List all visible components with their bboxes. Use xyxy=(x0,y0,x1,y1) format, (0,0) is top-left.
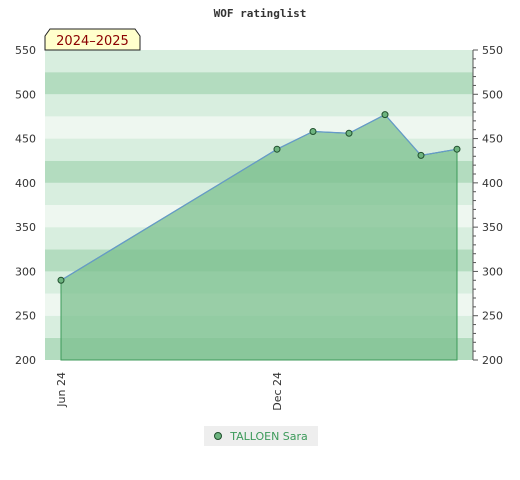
data-point xyxy=(309,127,317,135)
season-badge-text: 2024–2025 xyxy=(56,34,129,49)
axes-layer: 200 200 250 250 300 300 350 350 400 400 450 450 500 5… xyxy=(15,44,503,411)
x-tick-label: Dec 24 xyxy=(271,372,284,411)
y-tick-label-left: 500 xyxy=(15,88,36,101)
data-point xyxy=(57,276,65,284)
y-tick-label-right: 500 xyxy=(482,88,503,101)
background-band xyxy=(45,50,473,73)
y-tick-label-right: 200 xyxy=(482,354,503,367)
data-point xyxy=(273,145,281,153)
y-tick-label-right: 250 xyxy=(482,310,503,323)
background-band xyxy=(45,94,473,117)
y-tick-label-right: 550 xyxy=(482,44,503,57)
y-tick-label-left: 450 xyxy=(15,133,36,146)
y-tick-label-right: 350 xyxy=(482,221,503,234)
y-tick-label-left: 300 xyxy=(15,265,36,278)
legend-marker-icon xyxy=(214,432,223,440)
y-tick-label-left: 350 xyxy=(15,221,36,234)
y-tick-label-right: 300 xyxy=(482,265,503,278)
y-tick-label-right: 450 xyxy=(482,133,503,146)
y-tick-label-left: 200 xyxy=(15,354,36,367)
legend-label: TALLOEN Sara xyxy=(230,429,308,443)
x-tick-label: Jun 24 xyxy=(55,372,68,408)
background-band xyxy=(45,72,473,95)
chart-title: WOF ratinglist xyxy=(214,7,307,20)
background-band xyxy=(45,116,473,139)
season-badge: 2024–2025 xyxy=(44,28,141,51)
points-layer xyxy=(57,111,461,284)
y-tick-label-left: 550 xyxy=(15,44,36,57)
data-point xyxy=(381,111,389,119)
y-tick-label-left: 250 xyxy=(15,310,36,323)
y-tick-label-left: 400 xyxy=(15,177,36,190)
y-tick-label-right: 400 xyxy=(482,177,503,190)
data-point xyxy=(417,151,425,159)
legend: TALLOEN Sara xyxy=(204,426,318,446)
data-point xyxy=(453,145,461,153)
data-point xyxy=(345,129,353,137)
